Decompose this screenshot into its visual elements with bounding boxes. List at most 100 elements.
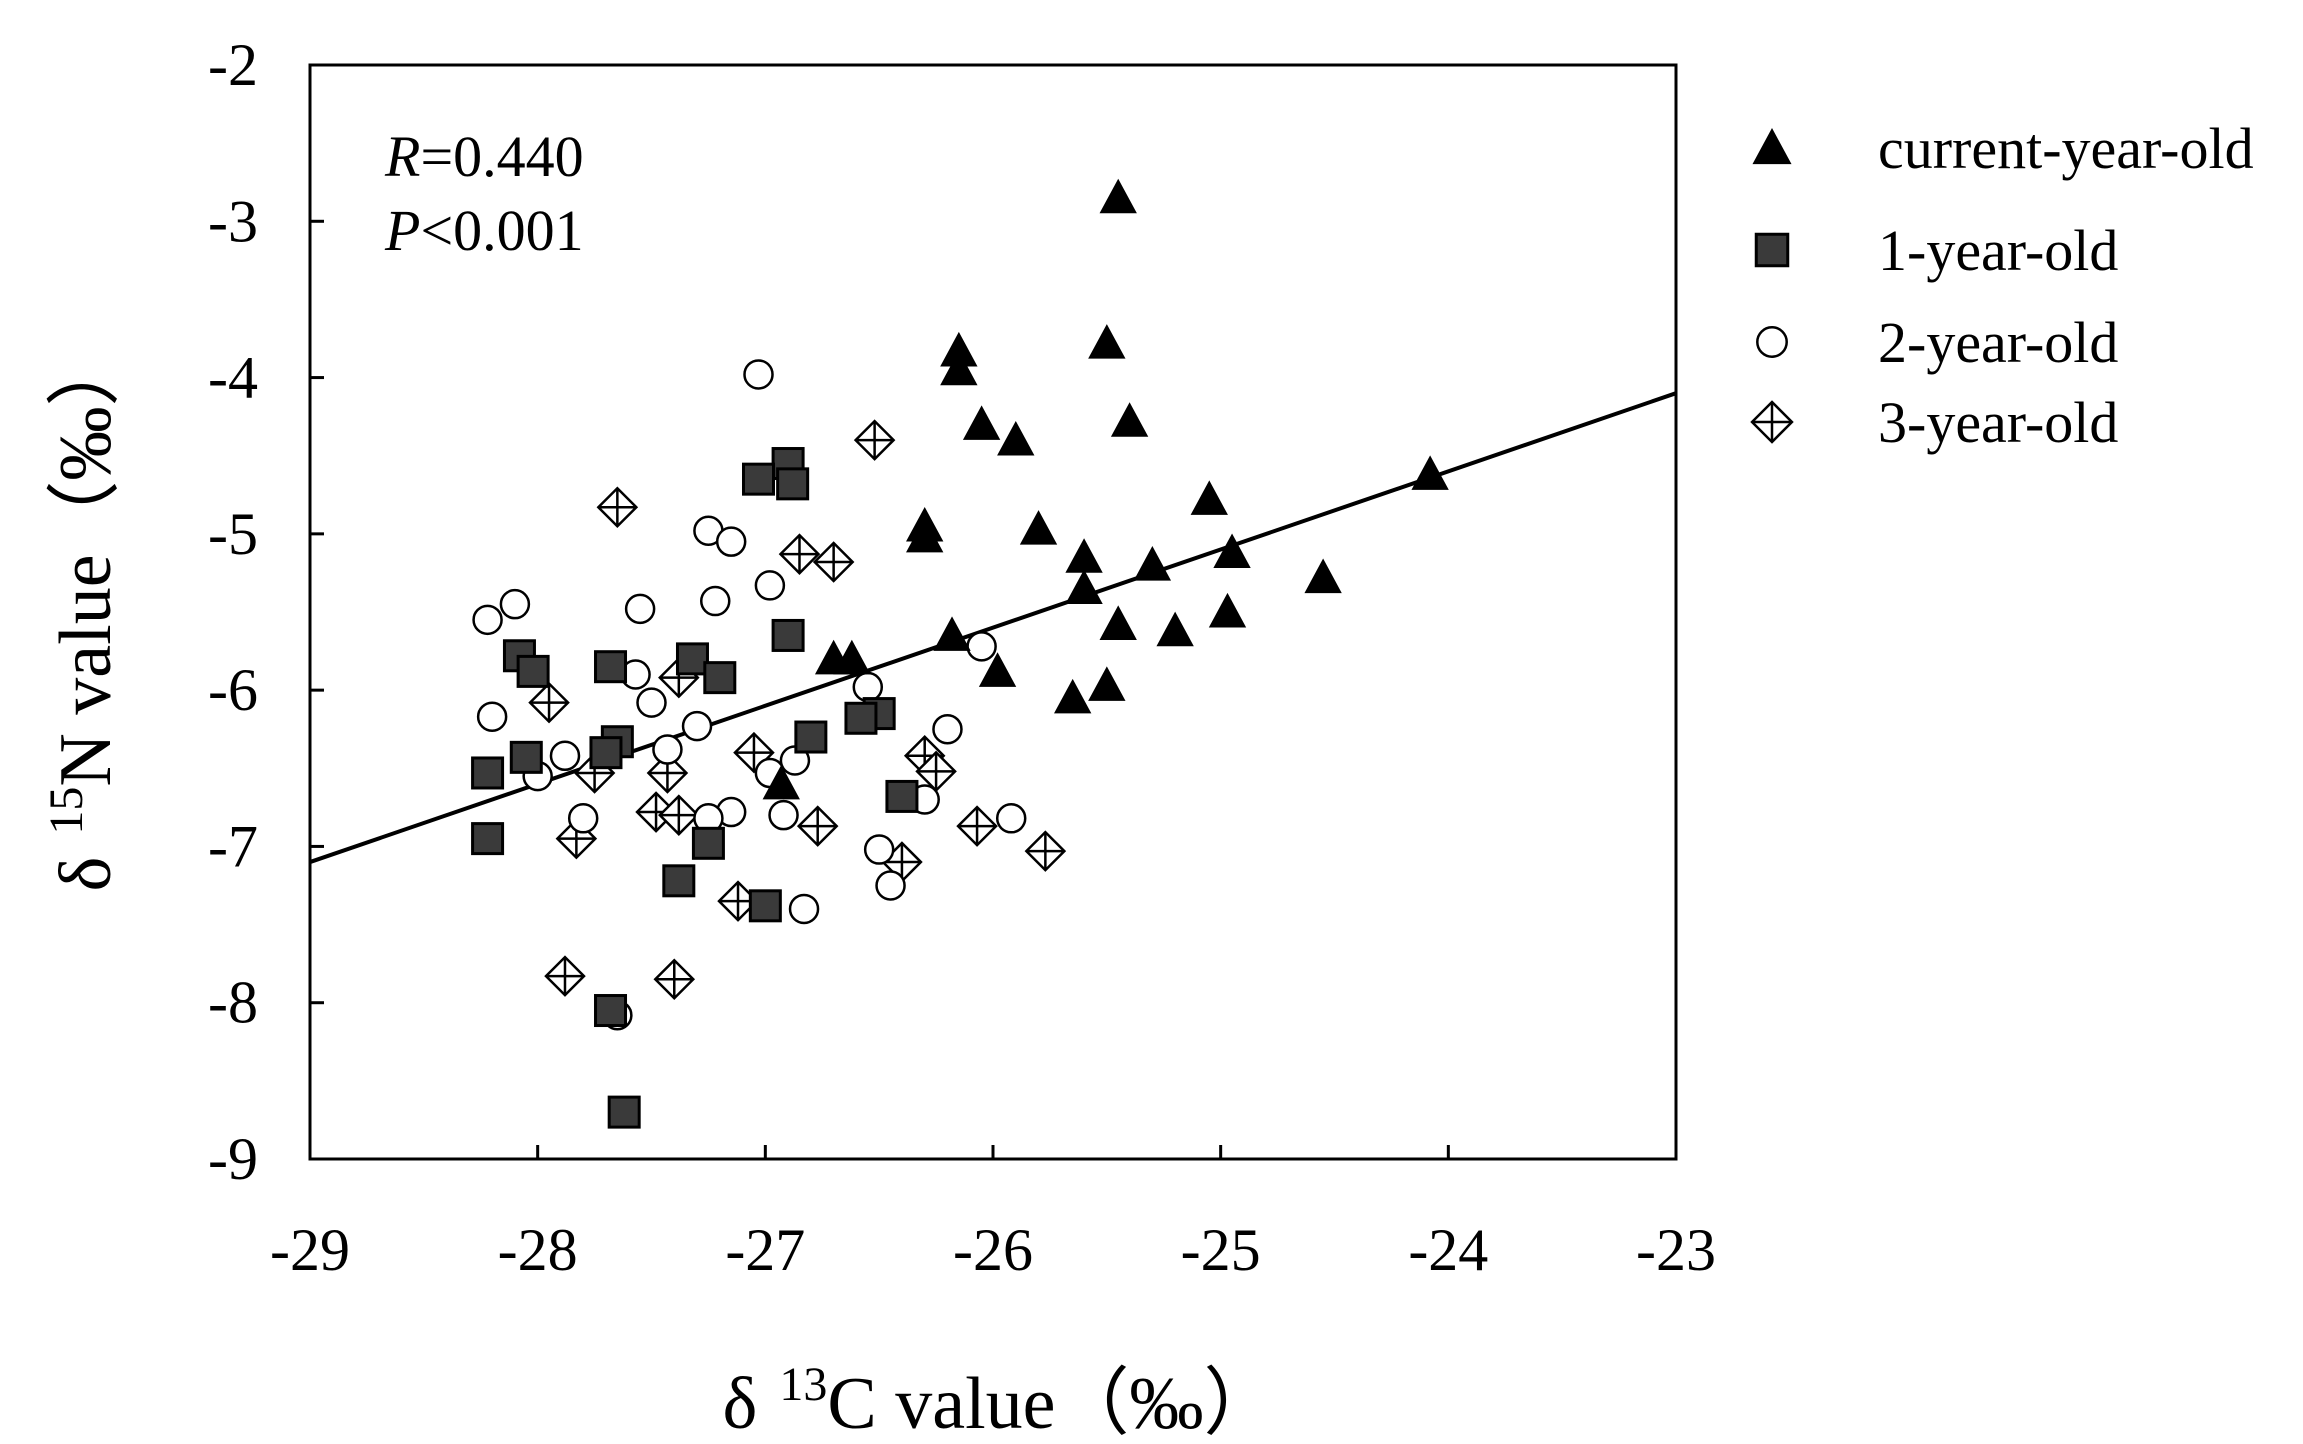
data-point-1-year-old: [844, 701, 878, 735]
data-point-3-year-old: [658, 794, 700, 836]
x-tick-label: -28: [498, 1217, 578, 1283]
y-axis-prefix: δ: [45, 857, 127, 892]
data-point-2-year-old: [754, 570, 786, 601]
r-annotation: R=0.440: [384, 124, 584, 189]
data-point-3-year-old: [544, 955, 586, 997]
y-tick-label: -9: [208, 1126, 258, 1192]
data-point-3-year-old: [778, 533, 821, 575]
legend-label: current-year-old: [1878, 116, 2254, 181]
y-tick-label: -3: [208, 188, 258, 254]
data-point-current-year-old: [1190, 480, 1228, 515]
p-annotation: P<0.001: [384, 198, 584, 263]
data-point-current-year-old: [1411, 455, 1449, 490]
legend-label: 3-year-old: [1878, 390, 2118, 455]
data-point-current-year-old: [1088, 324, 1126, 359]
axis-ticks: -29 -28 -27 -26 -25 -24 -23 -9 -8 -7 -6 -5 -4 -3 -2: [208, 32, 1716, 1283]
data-point-2-year-old: [681, 710, 713, 742]
y-axis-main: N value: [45, 554, 127, 786]
y-axis-title: δ 15N value（‰）: [40, 332, 127, 891]
data-point-current-year-old: [1110, 402, 1149, 437]
data-point-current-year-old: [933, 616, 971, 651]
regression-line: [309, 391, 1677, 864]
data-point-1-year-old: [885, 779, 919, 813]
data-point-2-year-old: [768, 799, 799, 831]
legend-label: 1-year-old: [1878, 218, 2118, 283]
legend: current-year-old 1-year-old 2-year-old 3-ye…: [1750, 116, 2254, 455]
data-point-2-year-old: [966, 631, 997, 662]
x-tick-label: -23: [1636, 1217, 1716, 1283]
r-value: =0.440: [420, 124, 583, 189]
data-point-3-year-old: [956, 805, 998, 847]
data-point-1-year-old: [594, 994, 628, 1028]
data-point-current-year-old: [1019, 510, 1058, 545]
y-axis-sup: 15: [40, 787, 93, 835]
p-label: P: [384, 198, 420, 263]
data-point-current-year-old: [1065, 569, 1103, 605]
y-axis-unit: （‰）: [45, 332, 127, 554]
data-point-current-year-old: [1099, 605, 1137, 640]
x-tick-label: -25: [1181, 1217, 1261, 1283]
data-point-2-year-old: [549, 740, 581, 772]
data-point-1-year-old: [607, 1095, 641, 1129]
data-point-1-year-old: [594, 650, 628, 684]
x-axis-title: δ 13C value（‰）: [723, 1358, 1278, 1444]
legend-label: 2-year-old: [1878, 310, 2118, 375]
x-axis-unit: （‰）: [1055, 1363, 1277, 1444]
data-point-1-year-old: [703, 661, 737, 695]
data-point-current-year-old: [1088, 666, 1126, 701]
data-point-2-year-old: [875, 870, 906, 901]
data-point-2-year-old: [624, 593, 656, 625]
data-point-1-year-old: [509, 740, 543, 774]
x-axis-sup: 13: [779, 1358, 827, 1411]
data-point-3-year-old: [796, 805, 839, 847]
x-tick-label: -27: [725, 1217, 805, 1283]
data-point-current-year-old: [1054, 678, 1092, 714]
data-point-current-year-old: [833, 639, 871, 675]
data-point-2-year-old: [472, 604, 503, 636]
data-point-current-year-old: [906, 517, 944, 553]
data-points: [471, 178, 1449, 1129]
data-point-1-year-old: [776, 467, 810, 501]
data-point-1-year-old: [794, 720, 828, 754]
data-point-current-year-old: [1099, 178, 1137, 214]
y-tick-label: -4: [208, 345, 258, 411]
data-point-2-year-old: [852, 671, 884, 703]
x-axis-main: C value: [827, 1363, 1055, 1444]
data-point-1-year-old: [471, 756, 505, 790]
data-point-1-year-old: [771, 618, 805, 652]
x-tick-label: -26: [953, 1217, 1033, 1283]
data-point-2-year-old: [932, 713, 963, 745]
data-point-current-year-old: [940, 350, 978, 386]
data-point-1-year-old: [742, 462, 776, 496]
r-label: R: [384, 124, 420, 189]
data-point-1-year-old: [471, 822, 505, 856]
data-point-3-year-old: [653, 958, 696, 1001]
data-point-1-year-old: [589, 736, 623, 770]
data-point-1-year-old: [748, 889, 782, 923]
data-point-current-year-old: [762, 764, 800, 800]
data-point-2-year-old: [995, 803, 1027, 834]
legend-marker: [1756, 326, 1788, 358]
y-tick-label: -5: [208, 501, 258, 567]
data-point-1-year-old: [675, 642, 709, 676]
p-value: <0.001: [420, 198, 583, 263]
legend-marker: [1750, 400, 1794, 444]
data-point-2-year-old: [788, 893, 820, 925]
data-point-3-year-old: [1024, 830, 1067, 872]
data-point-current-year-old: [978, 652, 1017, 687]
data-point-current-year-old: [962, 405, 1001, 440]
data-point-2-year-old: [476, 701, 508, 732]
data-point-2-year-old: [499, 588, 531, 620]
data-point-2-year-old: [652, 734, 683, 765]
legend-marker: [1752, 128, 1792, 165]
y-tick-label: -8: [208, 970, 258, 1036]
data-point-3-year-old: [528, 681, 570, 724]
data-point-current-year-old: [1156, 611, 1194, 647]
x-axis-prefix: δ: [723, 1363, 758, 1444]
data-point-3-year-old: [812, 541, 855, 583]
data-point-2-year-old: [567, 803, 599, 834]
data-point-current-year-old: [1065, 538, 1103, 573]
legend-marker: [1754, 232, 1790, 268]
data-point-3-year-old: [853, 419, 896, 461]
